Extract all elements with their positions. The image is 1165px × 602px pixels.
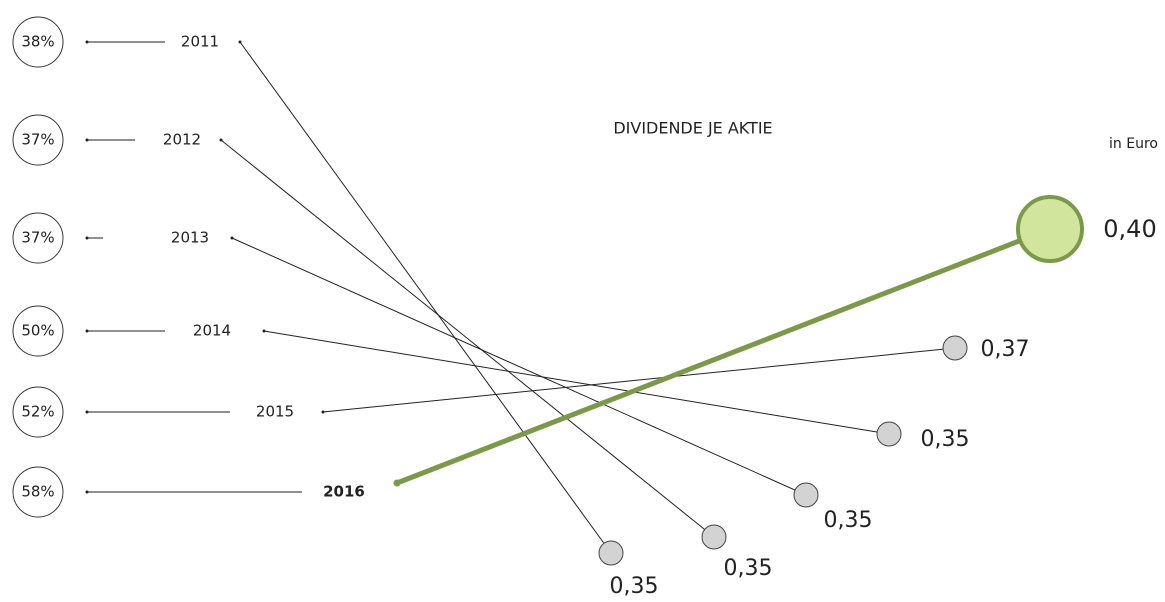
start-dot bbox=[219, 138, 223, 142]
payout-circle bbox=[12, 386, 64, 438]
unit: in Euro bbox=[1109, 136, 1158, 152]
year-label: 2015 bbox=[256, 403, 294, 421]
connector bbox=[263, 330, 890, 435]
year-label: 2011 bbox=[181, 33, 219, 51]
connector bbox=[239, 41, 612, 554]
year-label: 2016 bbox=[323, 483, 365, 501]
payout-label: 37% bbox=[21, 131, 54, 149]
start-dot bbox=[230, 236, 234, 240]
dividend-circle bbox=[793, 482, 819, 508]
dividend-label: 0,35 bbox=[610, 574, 659, 599]
payout-label: 50% bbox=[21, 322, 54, 340]
start-dot bbox=[238, 40, 242, 44]
dividend-label: 0,35 bbox=[921, 427, 970, 452]
start-dot bbox=[262, 329, 266, 333]
year-label: 2012 bbox=[163, 131, 201, 149]
payout-circle bbox=[12, 16, 64, 68]
start-dot bbox=[321, 410, 325, 414]
dividend-circle bbox=[942, 335, 968, 361]
payout-circle bbox=[12, 305, 64, 357]
payout-label: 58% bbox=[21, 483, 54, 501]
dividend-label: 0,35 bbox=[724, 556, 773, 581]
dividend-circle bbox=[598, 540, 624, 566]
connector bbox=[396, 226, 1051, 486]
payout-circle bbox=[12, 466, 64, 518]
dividend-label: 0,35 bbox=[824, 508, 873, 533]
dividend-label: 0,37 bbox=[981, 337, 1030, 362]
start-dot bbox=[393, 479, 401, 487]
payout-circle bbox=[12, 114, 64, 166]
payout-label: 38% bbox=[21, 33, 54, 51]
year-label: 2014 bbox=[193, 322, 231, 340]
dividend-circle bbox=[701, 524, 727, 550]
payout-circle bbox=[12, 212, 64, 264]
connector bbox=[322, 347, 956, 413]
dividend-label: 0,40 bbox=[1103, 215, 1156, 243]
payout-label: 52% bbox=[21, 403, 54, 421]
connector bbox=[220, 139, 715, 538]
connector bbox=[231, 237, 807, 496]
title: DIVIDENDE JE AKTIE bbox=[613, 119, 772, 138]
dividend-circle bbox=[1016, 195, 1084, 263]
year-label: 2013 bbox=[171, 229, 209, 247]
payout-label: 37% bbox=[21, 229, 54, 247]
dividend-circle bbox=[876, 421, 902, 447]
